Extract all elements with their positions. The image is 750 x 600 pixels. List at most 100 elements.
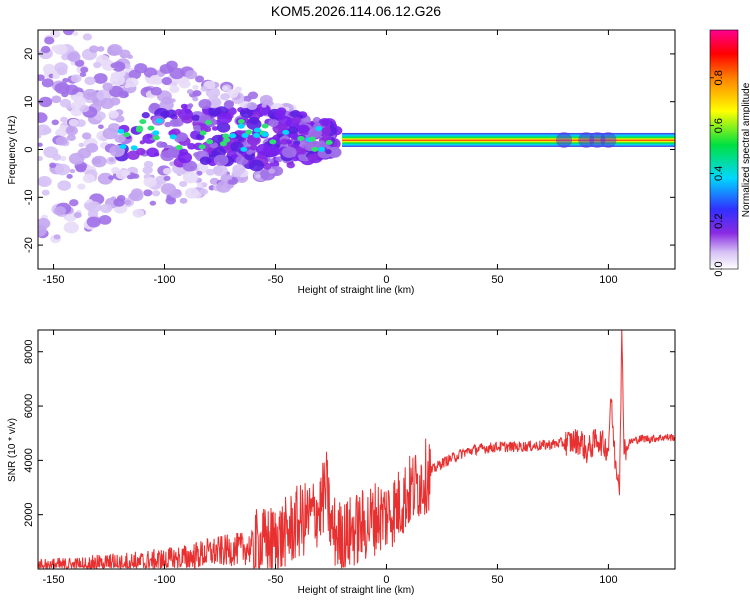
spectrogram-spot: [253, 133, 261, 139]
snr-y-tick-label: 2000: [23, 502, 35, 526]
spectrogram-spot: [297, 136, 305, 142]
spectrogram-spot: [155, 118, 163, 124]
spectrogram-blob: [66, 134, 76, 142]
snr-panel: -150 -100 -50 0 50 100 2000 4000 6000 8000 Heigh…: [7, 329, 676, 596]
spectrogram-blob: [286, 161, 295, 169]
spectrogram-blob: [93, 73, 108, 84]
spectrogram-blob: [79, 72, 87, 77]
spectrogram-spot: [199, 130, 207, 136]
spectrogram-blob: [63, 221, 79, 234]
spectrogram-blob: [38, 74, 45, 81]
spectrogram-blob: [100, 98, 115, 110]
spectrogram-x-tick-label: -150: [43, 274, 65, 286]
spectrogram-spot: [152, 135, 160, 141]
spectrogram-blob: [248, 116, 260, 125]
spectrogram-blob: [139, 140, 146, 145]
spectrogram-blob: [55, 128, 67, 138]
snr-x-tick-label: 50: [491, 574, 503, 586]
spectrogram-blob: [102, 127, 118, 140]
spectrogram-spot: [169, 134, 177, 140]
spectrogram-y-label: Frequency (Hz): [7, 116, 18, 185]
spectrogram-blob: [167, 147, 177, 155]
spectrogram-blob: [165, 196, 177, 205]
spectrogram-y-tick-label: -20: [23, 237, 35, 253]
spectrogram-blob: [143, 160, 154, 169]
spectrogram-blob: [192, 191, 202, 199]
spectrogram-blob: [68, 152, 85, 165]
spectrogram-blob: [159, 99, 174, 111]
colorbar-tick-label: 0.2: [713, 214, 725, 229]
spectrogram-blob: [82, 88, 98, 101]
spectrogram-spot: [229, 133, 237, 139]
spectrogram-blob: [199, 188, 209, 196]
spectrogram-blob: [262, 162, 272, 170]
spectrogram-blob: [286, 139, 293, 145]
spectrogram-blob: [246, 102, 258, 111]
spectrogram-blob: [113, 198, 125, 207]
spectrogram-blob: [179, 180, 188, 188]
spectrogram-blob: [227, 179, 234, 185]
spectrogram-blob: [151, 190, 161, 197]
spectrogram-blob: [182, 171, 199, 184]
spectrogram-blob: [114, 134, 126, 143]
colorbar-gradient: [710, 30, 738, 269]
spectrogram-band: [342, 132, 675, 147]
spectrogram-blob: [81, 132, 92, 140]
spectrogram-blob: [93, 61, 102, 69]
spectrogram-blob: [70, 74, 82, 83]
spectrogram-blob: [62, 77, 69, 83]
spectrogram-blob: [82, 33, 93, 41]
spectrogram-blob: [124, 199, 132, 206]
spectrogram-blob: [281, 146, 297, 158]
spectrogram-blob: [44, 36, 55, 45]
spectrogram-spot: [237, 123, 245, 129]
spectrogram-blob: [97, 46, 105, 52]
spectrogram-y-tick-label: -10: [23, 189, 35, 205]
spectrogram-blob: [54, 62, 68, 73]
spectrogram-spot: [261, 131, 269, 137]
colorbar-tick-label: 0.0: [713, 261, 725, 276]
spectrogram-blob: [41, 78, 54, 88]
spectrogram-y-axis: -20 -10 0 10 20: [23, 48, 675, 253]
spectrogram-blob: [169, 119, 180, 127]
snr-frame: [37, 329, 676, 570]
snr-y-tick-label: 8000: [23, 339, 35, 363]
spectrogram-blob: [291, 116, 302, 124]
colorbar-tick-label: 0.6: [713, 118, 725, 133]
spectrogram-blob: [187, 143, 196, 150]
spectrogram-blob: [141, 112, 150, 119]
spectrogram-blob: [191, 114, 201, 121]
spectrogram-y-tick-label: 10: [23, 96, 35, 108]
spectrogram-blob: [268, 168, 276, 174]
spectrogram-x-tick-label: -100: [153, 274, 175, 286]
spectrogram-blob: [38, 224, 47, 237]
spectrogram-blob: [181, 114, 194, 124]
spectrogram-blob: [239, 107, 254, 119]
colorbar: 0.0 0.2 0.4 0.6 0.8 Normalized spectral ampl…: [709, 29, 750, 277]
spectrogram-spot: [206, 139, 214, 145]
spectrogram-blob: [176, 133, 188, 142]
spectrogram-blob: [208, 110, 217, 117]
spectrogram-spot: [308, 136, 316, 142]
spectrogram-spot: [282, 129, 290, 135]
spectrogram-blob: [151, 76, 163, 85]
spectrogram-blob: [38, 124, 51, 136]
spectrogram-spot: [245, 129, 253, 135]
spectrogram-spot: [130, 145, 138, 151]
spectrogram-blob: [73, 212, 82, 219]
spectrogram-blob: [297, 124, 310, 134]
spectrogram-blob: [38, 175, 52, 188]
spectrogram-blob: [54, 82, 70, 95]
spectrogram-blob: [174, 108, 183, 116]
spectrogram-blob: [205, 168, 215, 176]
spectrogram-blob: [185, 70, 198, 80]
spectrogram-blob: [97, 172, 114, 185]
spectrogram-blob: [200, 86, 208, 92]
spectrogram-blob: [69, 168, 76, 174]
spectrogram-blob: [234, 86, 243, 93]
spectrogram-blob: [149, 200, 157, 206]
spectrogram-x-label: Height of straight line (km): [298, 285, 415, 296]
spectrogram-blob: [222, 85, 229, 92]
spectrogram-blob: [163, 175, 171, 181]
spectrogram-blob: [38, 142, 43, 147]
